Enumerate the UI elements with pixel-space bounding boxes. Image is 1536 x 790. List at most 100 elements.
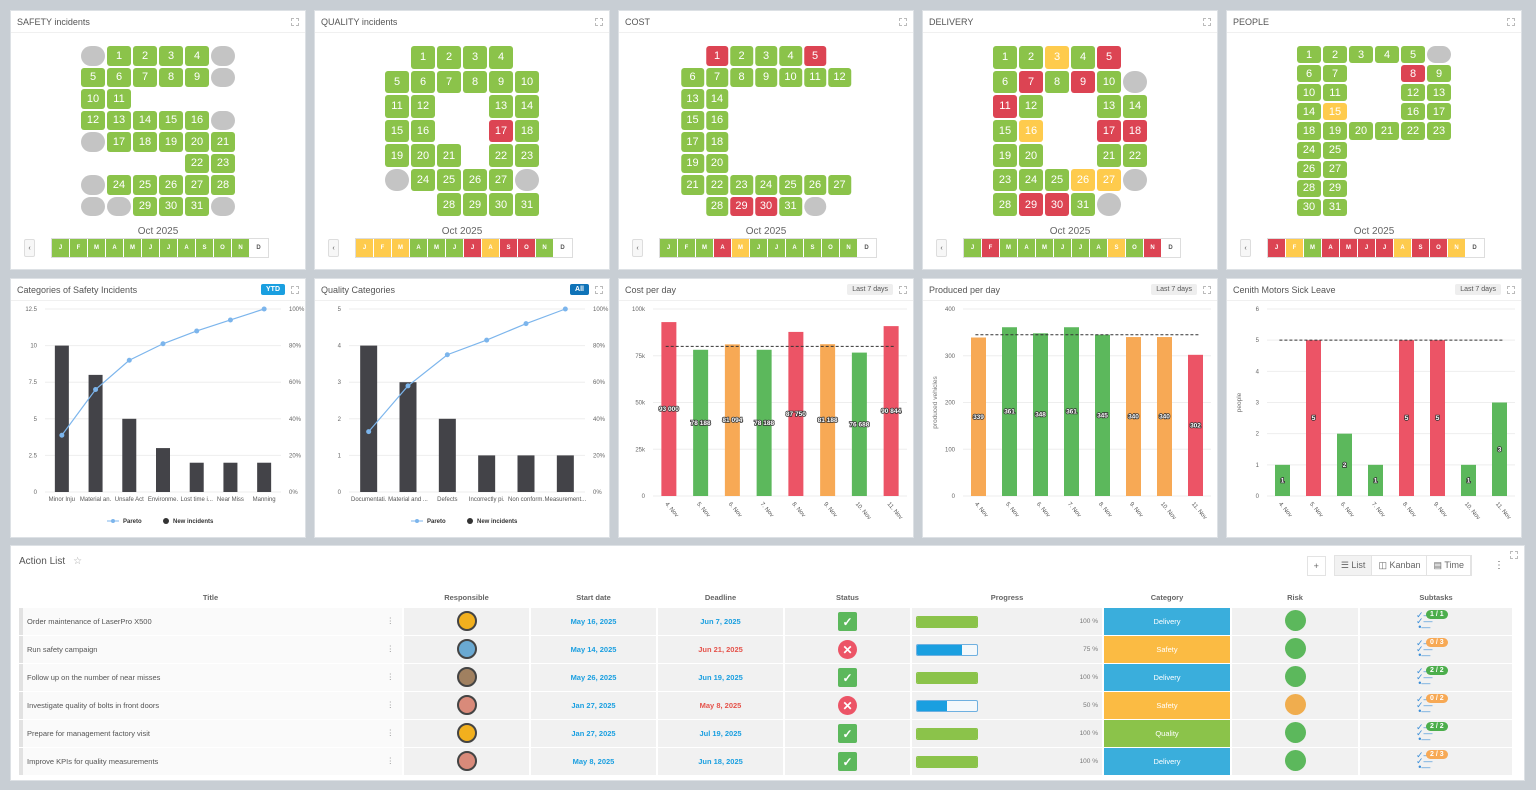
column-header[interactable]: Title — [202, 592, 219, 602]
month-cell[interactable]: F — [982, 239, 1000, 257]
day-cell[interactable]: 31 — [1071, 193, 1095, 216]
day-cell[interactable]: 14 — [1297, 103, 1321, 121]
day-cell[interactable]: 11 — [803, 67, 827, 87]
day-cell[interactable]: 6 — [107, 67, 131, 87]
bar[interactable] — [820, 344, 836, 496]
bar[interactable] — [399, 382, 417, 492]
day-cell[interactable]: 18 — [1297, 122, 1321, 140]
period-badge[interactable]: All — [570, 284, 589, 295]
day-cell[interactable]: 15 — [1323, 103, 1347, 121]
month-cell[interactable]: F — [1286, 239, 1304, 257]
day-cell[interactable]: 11 — [1323, 84, 1347, 102]
pareto-point[interactable] — [405, 383, 411, 389]
month-cell[interactable]: A — [786, 239, 804, 257]
avatar[interactable] — [456, 722, 477, 743]
day-cell[interactable]: 14 — [515, 95, 539, 118]
pareto-point[interactable] — [93, 387, 99, 393]
day-cell[interactable]: 8 — [1045, 70, 1069, 94]
bar[interactable] — [438, 418, 456, 492]
deadline[interactable]: Jun 18, 2025 — [658, 748, 783, 775]
bar[interactable] — [1002, 327, 1017, 496]
pareto-point[interactable] — [261, 306, 267, 312]
day-cell[interactable]: 26 — [159, 175, 183, 195]
month-cell[interactable]: A — [106, 239, 124, 257]
month-cell[interactable]: F — [678, 239, 696, 257]
category-cell[interactable]: Delivery — [1104, 608, 1230, 635]
day-cell[interactable]: 2 — [1323, 46, 1347, 64]
month-cell[interactable]: J — [160, 239, 178, 257]
start-date[interactable]: May 14, 2025 — [531, 636, 656, 663]
day-cell[interactable]: 24 — [107, 175, 131, 195]
day-cell[interactable]: 16 — [705, 110, 729, 130]
day-cell[interactable]: 21 — [1375, 122, 1399, 140]
bar[interactable] — [257, 462, 272, 492]
bar[interactable] — [1157, 337, 1172, 496]
bar[interactable] — [883, 326, 899, 496]
month-cell[interactable]: N — [1144, 239, 1162, 257]
deadline[interactable]: Jun 21, 2025 — [658, 636, 783, 663]
expand-icon[interactable] — [1510, 551, 1518, 559]
day-cell[interactable]: 29 — [1019, 193, 1043, 216]
day-cell[interactable]: 28 — [437, 193, 461, 216]
day-cell[interactable]: 21 — [681, 175, 704, 195]
legend-incidents[interactable]: New incidents — [477, 519, 518, 525]
month-cell[interactable]: M — [88, 239, 106, 257]
start-date[interactable]: Jan 27, 2025 — [531, 692, 656, 719]
day-cell[interactable]: 30 — [489, 193, 513, 216]
month-cell[interactable]: S — [1108, 239, 1126, 257]
row-menu-icon[interactable]: ⋮ — [386, 728, 395, 737]
column-header[interactable]: Category — [1150, 592, 1184, 602]
day-cell[interactable]: 3 — [159, 46, 183, 66]
day-cell[interactable]: 22 — [705, 175, 729, 195]
day-cell[interactable]: 5 — [81, 67, 105, 87]
day-cell[interactable]: 5 — [1401, 46, 1425, 64]
check-icon[interactable]: ✓ — [838, 668, 857, 687]
day-cell[interactable]: 7 — [437, 70, 461, 94]
day-cell[interactable]: 1 — [705, 46, 729, 66]
previous-year-button[interactable]: ‹ — [328, 239, 339, 257]
avatar[interactable] — [456, 610, 477, 631]
day-cell[interactable]: 4 — [1071, 46, 1095, 69]
day-cell[interactable]: 10 — [515, 70, 539, 94]
table-row[interactable]: Prepare for management factory visit ⋮ Jan… — [19, 720, 1512, 747]
category-cell[interactable]: Delivery — [1104, 664, 1230, 691]
day-cell[interactable]: 17 — [489, 119, 513, 143]
day-cell[interactable]: 19 — [159, 132, 183, 152]
month-cell[interactable]: S — [196, 239, 214, 257]
day-cell[interactable]: 10 — [779, 67, 802, 87]
pareto-point[interactable] — [227, 317, 233, 323]
day-cell[interactable]: 26 — [1071, 168, 1095, 192]
month-cell[interactable]: J — [446, 239, 464, 257]
day-cell[interactable]: 6 — [993, 70, 1017, 94]
month-cell[interactable]: A — [1394, 239, 1412, 257]
day-cell[interactable]: 2 — [730, 46, 753, 66]
day-cell[interactable]: 23 — [515, 144, 539, 167]
row-menu-icon[interactable]: ⋮ — [386, 756, 395, 765]
subtask-count-badge[interactable]: 2 / 2 — [1426, 665, 1448, 675]
month-cell[interactable]: A — [410, 239, 428, 257]
day-cell[interactable]: 8 — [159, 67, 183, 87]
start-date[interactable]: May 16, 2025 — [531, 608, 656, 635]
month-cell[interactable]: S — [500, 239, 518, 257]
day-cell[interactable]: 13 — [1097, 95, 1121, 118]
bar[interactable] — [756, 349, 772, 496]
expand-icon[interactable] — [1203, 17, 1211, 26]
day-cell[interactable]: 31 — [185, 196, 209, 216]
day-cell[interactable]: 23 — [993, 168, 1017, 192]
day-cell[interactable]: 20 — [1019, 144, 1043, 167]
row-menu-icon[interactable]: ⋮ — [386, 616, 395, 625]
day-cell[interactable]: 20 — [705, 153, 729, 173]
bar[interactable] — [88, 374, 103, 492]
month-cell[interactable]: D — [1466, 239, 1484, 257]
day-cell[interactable]: 4 — [1375, 46, 1399, 64]
month-cell[interactable]: O — [1430, 239, 1448, 257]
day-cell[interactable]: 2 — [437, 46, 461, 69]
day-cell[interactable]: 27 — [489, 168, 513, 192]
risk-indicator[interactable] — [1284, 750, 1306, 771]
day-cell[interactable]: 11 — [107, 89, 131, 109]
start-date[interactable]: Jan 27, 2025 — [531, 720, 656, 747]
view-time-button[interactable]: ▤ Time — [1427, 556, 1471, 575]
bar[interactable] — [223, 462, 238, 492]
day-cell[interactable]: 10 — [1097, 70, 1121, 94]
day-cell[interactable]: 7 — [705, 67, 729, 87]
